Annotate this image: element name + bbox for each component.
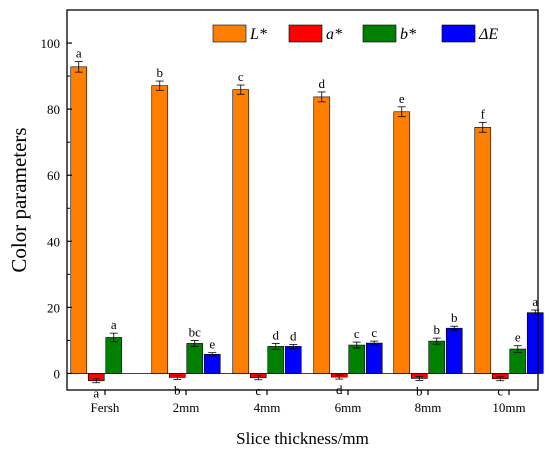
bar-b-4 <box>428 340 446 374</box>
x-tick-label: 4mm <box>254 400 281 415</box>
bar-b-2 <box>267 346 285 374</box>
significance-label: d <box>273 327 280 342</box>
bar-b-1 <box>186 343 204 374</box>
bar-L-2 <box>232 89 250 374</box>
legend-label: L* <box>249 26 267 43</box>
bar-L-1 <box>151 85 169 374</box>
y-tick-label: 20 <box>47 300 60 315</box>
significance-label: a <box>93 386 99 401</box>
axes: 0 20 40 60 80 100 Fersh 2mm 4mm 6mm 8mm 10mm <box>41 36 526 415</box>
significance-label: c <box>371 325 377 340</box>
significance-label: d <box>290 328 297 343</box>
x-tick-label: Fersh <box>91 400 120 415</box>
significance-label: c <box>354 326 360 341</box>
legend-swatch <box>441 24 476 43</box>
legend-swatch <box>212 24 247 43</box>
legend-swatch <box>288 24 323 43</box>
bar-b-3 <box>348 344 366 374</box>
significance-label: c <box>497 384 503 399</box>
bar-E-3 <box>365 342 383 374</box>
x-tick-label: 6mm <box>335 400 362 415</box>
legend: L* a* b* ΔE <box>212 24 498 43</box>
significance-label: a <box>532 294 538 309</box>
significance-label: e <box>515 330 521 345</box>
significance-label: e <box>399 91 405 106</box>
bar-E-4 <box>445 327 463 374</box>
y-tick-label: 40 <box>47 234 60 249</box>
y-tick-label: 0 <box>54 366 61 381</box>
significance-label: c <box>238 69 244 84</box>
x-tick-label: 2mm <box>173 400 200 415</box>
significance-label: d <box>319 76 326 91</box>
bar-L-3 <box>313 96 331 374</box>
y-tick-label: 80 <box>47 102 60 117</box>
y-axis-title: Color parameters <box>7 127 31 272</box>
bar-L-5 <box>474 127 492 374</box>
bar-L-4 <box>393 111 411 374</box>
bar-L-0 <box>70 66 88 374</box>
bar-E-2 <box>284 346 302 374</box>
significance-label: b <box>157 65 164 80</box>
bar-E-5 <box>526 312 544 374</box>
significance-label: e <box>209 337 215 352</box>
legend-label: a* <box>326 26 342 43</box>
plot-frame <box>66 9 539 391</box>
significance-label: b <box>416 383 423 398</box>
x-tick-label: 10mm <box>492 400 525 415</box>
significance-label: f <box>481 106 486 121</box>
significance-label: b <box>434 322 441 337</box>
x-axis-title: Slice thickness/mm <box>236 429 369 448</box>
bar-E-1 <box>203 354 221 374</box>
legend-label: ΔE <box>478 26 498 43</box>
significance-label: bc <box>189 324 202 339</box>
significance-label: a <box>111 317 117 332</box>
y-tick-label: 100 <box>41 36 61 51</box>
x-tick-label: 8mm <box>415 400 442 415</box>
legend-swatch <box>362 24 397 43</box>
significance-label: b <box>451 310 458 325</box>
bar-b-0 <box>105 337 123 374</box>
significance-label: a <box>76 46 82 61</box>
y-tick-label: 60 <box>47 168 60 183</box>
legend-label: b* <box>400 26 416 43</box>
